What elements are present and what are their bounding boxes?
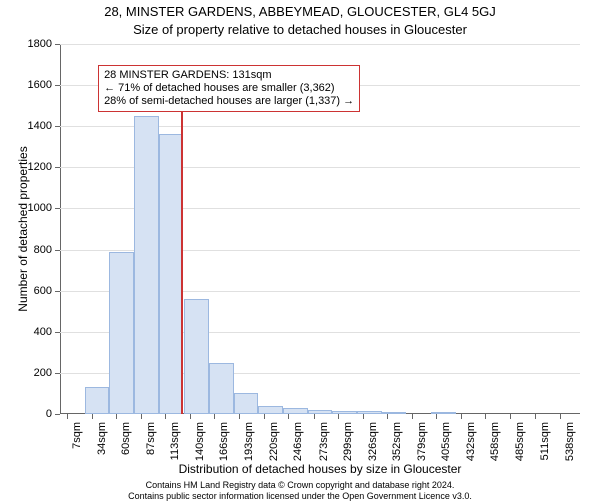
- x-tick-label: 140sqm: [195, 422, 206, 462]
- y-tick: [55, 373, 60, 374]
- x-tick-label: 432sqm: [466, 422, 477, 462]
- x-tick: [387, 414, 388, 419]
- x-tick-label: 193sqm: [244, 422, 255, 462]
- x-tick: [264, 414, 265, 419]
- histogram-bar: [234, 393, 258, 414]
- x-tick: [141, 414, 142, 419]
- x-tick-label: 485sqm: [515, 422, 526, 462]
- x-tick-label: 379sqm: [417, 422, 428, 462]
- x-tick-label: 113sqm: [170, 422, 181, 462]
- histogram-bar: [283, 408, 308, 414]
- y-tick-label: 1200: [20, 161, 52, 173]
- x-tick: [560, 414, 561, 419]
- callout-line: 28% of semi-detached houses are larger (…: [104, 95, 354, 108]
- x-tick-label: 538sqm: [565, 422, 576, 462]
- histogram-bar: [109, 252, 134, 414]
- x-tick-label: 246sqm: [293, 422, 304, 462]
- grid-line: [60, 44, 580, 45]
- y-tick: [55, 250, 60, 251]
- histogram-bar: [134, 116, 159, 414]
- x-tick: [314, 414, 315, 419]
- y-tick: [55, 85, 60, 86]
- x-tick-label: 273sqm: [319, 422, 330, 462]
- y-tick-label: 1000: [20, 202, 52, 214]
- x-tick: [412, 414, 413, 419]
- histogram-bar: [184, 299, 209, 414]
- x-tick-label: 60sqm: [121, 422, 132, 462]
- x-tick: [165, 414, 166, 419]
- x-tick: [239, 414, 240, 419]
- histogram-bar: [308, 410, 332, 414]
- histogram-bar: [85, 387, 109, 414]
- x-tick-label: 7sqm: [72, 422, 83, 462]
- x-tick: [214, 414, 215, 419]
- histogram-bar: [209, 363, 234, 414]
- histogram-bar: [332, 411, 357, 414]
- x-tick: [338, 414, 339, 419]
- x-tick-label: 458sqm: [490, 422, 501, 462]
- x-tick-label: 220sqm: [269, 422, 280, 462]
- callout-line: 28 MINSTER GARDENS: 131sqm: [104, 69, 354, 82]
- property-marker-line: [181, 69, 183, 414]
- y-tick: [55, 208, 60, 209]
- histogram-bar: [258, 406, 283, 414]
- y-tick-label: 800: [20, 244, 52, 256]
- callout-line: ← 71% of detached houses are smaller (3,…: [104, 82, 354, 95]
- y-tick-label: 200: [20, 367, 52, 379]
- x-tick-label: 299sqm: [343, 422, 354, 462]
- x-tick: [92, 414, 93, 419]
- histogram-bar: [357, 411, 382, 414]
- x-tick-label: 511sqm: [540, 422, 551, 462]
- x-tick: [288, 414, 289, 419]
- x-tick-label: 405sqm: [441, 422, 452, 462]
- y-tick-label: 0: [20, 408, 52, 420]
- x-tick: [363, 414, 364, 419]
- y-tick-label: 600: [20, 285, 52, 297]
- y-tick: [55, 332, 60, 333]
- y-tick-label: 1800: [20, 38, 52, 50]
- x-tick: [190, 414, 191, 419]
- y-tick: [55, 126, 60, 127]
- callout-box: 28 MINSTER GARDENS: 131sqm← 71% of detac…: [98, 65, 360, 112]
- x-tick: [510, 414, 511, 419]
- x-axis-label: Distribution of detached houses by size …: [60, 462, 580, 476]
- x-tick: [116, 414, 117, 419]
- x-tick-label: 352sqm: [392, 422, 403, 462]
- x-tick: [436, 414, 437, 419]
- x-tick-label: 166sqm: [219, 422, 230, 462]
- histogram-bar: [382, 412, 406, 414]
- footnote-1: Contains HM Land Registry data © Crown c…: [0, 480, 600, 490]
- x-tick: [535, 414, 536, 419]
- y-axis-line: [60, 44, 61, 414]
- x-tick-label: 326sqm: [368, 422, 379, 462]
- y-tick-label: 1600: [20, 79, 52, 91]
- chart-container: 28, MINSTER GARDENS, ABBEYMEAD, GLOUCEST…: [0, 0, 600, 500]
- y-tick-label: 400: [20, 326, 52, 338]
- x-tick: [461, 414, 462, 419]
- chart-title: 28, MINSTER GARDENS, ABBEYMEAD, GLOUCEST…: [0, 4, 600, 19]
- x-tick: [67, 414, 68, 419]
- x-tick-label: 87sqm: [146, 422, 157, 462]
- y-tick: [55, 44, 60, 45]
- x-tick: [485, 414, 486, 419]
- chart-subtitle: Size of property relative to detached ho…: [0, 22, 600, 37]
- y-tick: [55, 291, 60, 292]
- y-tick: [55, 414, 60, 415]
- y-tick: [55, 167, 60, 168]
- y-tick-label: 1400: [20, 120, 52, 132]
- x-tick-label: 34sqm: [97, 422, 108, 462]
